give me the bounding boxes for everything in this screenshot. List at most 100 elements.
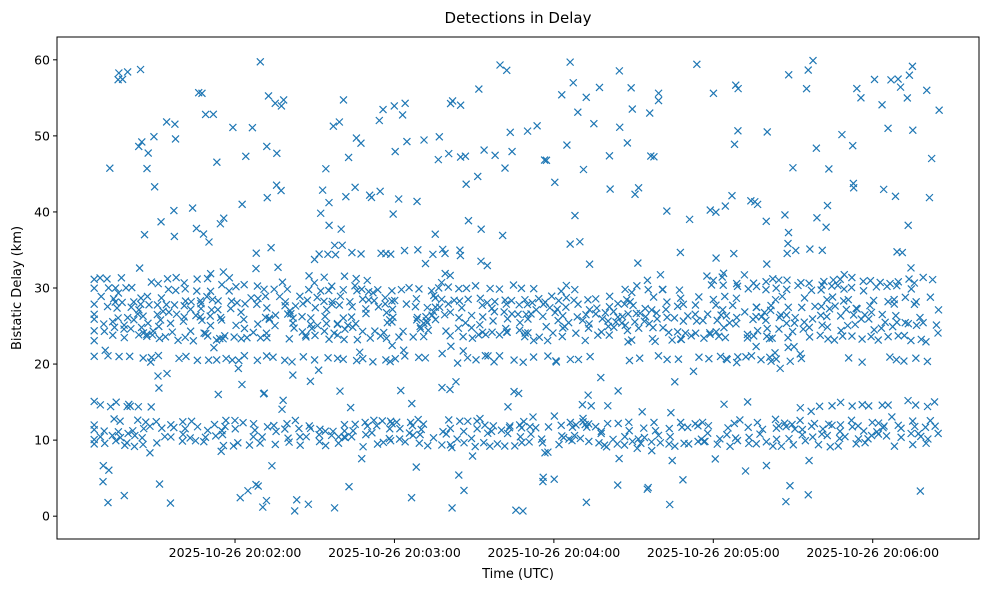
data-point [756,430,764,439]
data-point [735,416,744,424]
data-point [241,152,250,161]
data-point [839,297,848,305]
data-point [628,105,637,113]
data-point [898,248,907,257]
data-point [303,296,312,305]
data-point [256,57,265,66]
data-point [808,315,817,323]
data-point [382,334,391,343]
data-point [298,299,307,308]
data-point [729,249,738,258]
data-point [306,377,315,386]
data-point [614,387,623,395]
data-point [455,313,463,322]
data-point [150,182,159,191]
data-point [774,325,783,333]
data-point [884,124,892,133]
data-point [814,440,823,449]
data-point [431,315,440,324]
data-point [104,351,112,360]
data-point [280,425,289,434]
data-point [90,310,99,319]
data-point [193,356,202,365]
data-point [668,336,677,344]
data-point [585,320,594,328]
data-point [831,302,840,310]
data-point [905,71,914,80]
data-point [828,401,836,410]
data-point [351,281,359,290]
data-point [399,346,408,355]
data-point [656,270,665,279]
data-point [412,294,421,303]
data-point [662,207,671,216]
data-point [192,224,201,233]
data-point [283,419,291,428]
data-point [331,250,340,259]
data-point [866,276,875,285]
data-point [345,482,353,491]
data-point [114,427,123,436]
data-point [206,312,215,320]
data-point [744,439,753,448]
data-point [788,420,796,429]
data-point [270,285,279,294]
data-point [291,302,300,310]
data-point [481,351,490,360]
x-tick-label: 2025-10-26 20:05:00 [647,545,780,560]
x-tick-label: 2025-10-26 20:06:00 [806,545,939,560]
data-point [358,354,367,363]
data-point [259,389,268,398]
data-point [334,439,343,448]
data-point [153,301,162,309]
data-point [503,429,512,438]
data-point [847,283,856,292]
data-point [313,293,322,302]
data-point [166,420,175,429]
data-point [375,116,384,125]
data-point [542,156,551,165]
data-point [609,435,617,444]
data-point [596,373,605,382]
data-point [613,481,622,490]
data-point [771,295,780,304]
data-point [498,231,507,240]
data-point [768,274,777,283]
data-point [378,417,387,425]
data-point [705,328,714,337]
data-point [783,276,791,285]
data-point [386,357,395,366]
data-point [108,431,117,440]
data-point [722,311,731,320]
data-point [501,296,510,305]
data-point [692,60,701,69]
data-point [740,308,749,316]
data-point [483,298,492,307]
data-point [521,329,530,337]
data-point [526,422,534,431]
data-point [870,75,879,84]
data-point [763,324,772,333]
chart-title: Detections in Delay [445,9,592,27]
data-point [123,313,132,322]
data-point [472,355,480,364]
data-point [364,287,373,296]
data-point [156,316,165,324]
data-point [387,297,396,306]
data-point [419,332,428,341]
data-point [137,138,146,146]
data-point [894,75,903,84]
data-point [335,118,344,126]
data-point [186,305,195,314]
data-point [363,276,372,285]
data-point [749,332,758,340]
data-point [613,313,622,321]
data-point [263,193,272,202]
data-point [597,427,606,436]
data-point [858,335,867,343]
data-point [105,164,114,173]
data-point [421,312,430,321]
data-point [136,65,145,74]
data-point [900,331,909,340]
data-point [753,200,762,209]
